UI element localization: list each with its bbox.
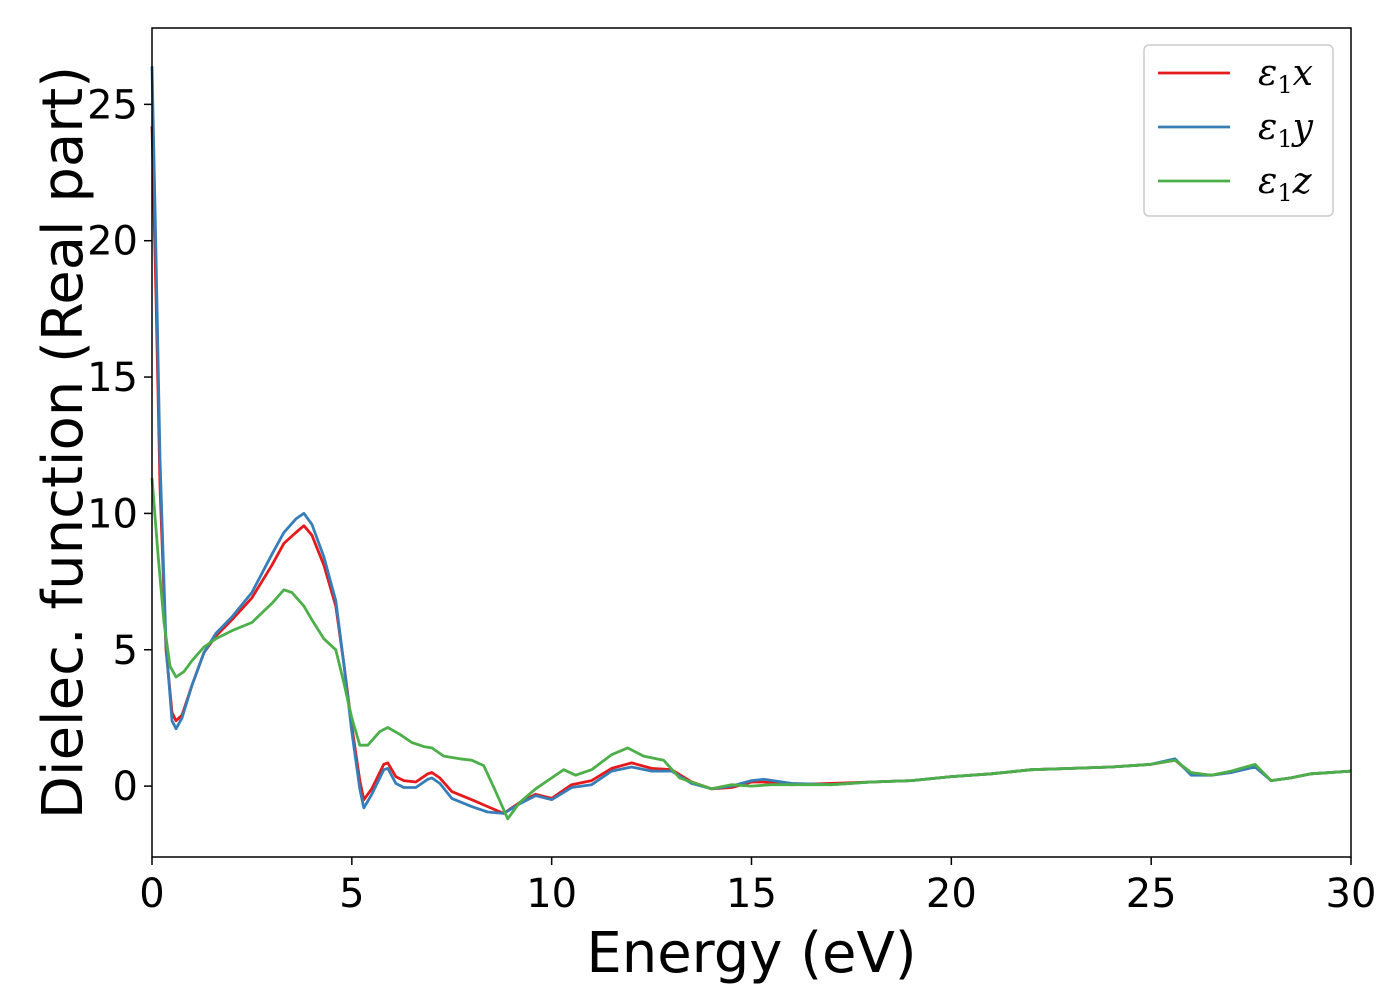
- x-tick-label: 0: [139, 871, 164, 917]
- x-axis: 0 5 10 15 20 25 30: [139, 857, 1376, 917]
- y-tick-label: 25: [87, 82, 138, 128]
- y-tick-label: 15: [87, 355, 138, 401]
- x-tick-label: 20: [926, 871, 977, 917]
- x-tick-label: 5: [339, 871, 364, 917]
- legend: ε1x ε1y ε1z: [1143, 44, 1334, 217]
- y-tick-label: 10: [87, 491, 138, 537]
- y-tick-label: 0: [113, 764, 138, 810]
- series-line-x: [150, 126, 1352, 815]
- plot-lines: [150, 66, 1352, 821]
- x-tick-label: 30: [1326, 871, 1377, 917]
- x-axis-label: Energy (eV): [586, 921, 916, 986]
- legend-entry: ε1x: [1258, 53, 1313, 99]
- legend-entry: ε1z: [1258, 161, 1313, 207]
- x-tick-label: 15: [726, 871, 777, 917]
- y-tick-label: 5: [113, 628, 138, 674]
- legend-entry: ε1y: [1258, 107, 1314, 153]
- series-line-z: [150, 477, 1352, 821]
- x-tick-label: 25: [1126, 871, 1177, 917]
- y-axis-label: Dielec. function (Real part): [31, 66, 96, 819]
- y-tick-label: 20: [87, 219, 138, 265]
- legend-box: [1143, 44, 1334, 217]
- y-axis: 0 5 10 15 20 25: [87, 82, 152, 810]
- x-tick-label: 10: [526, 871, 577, 917]
